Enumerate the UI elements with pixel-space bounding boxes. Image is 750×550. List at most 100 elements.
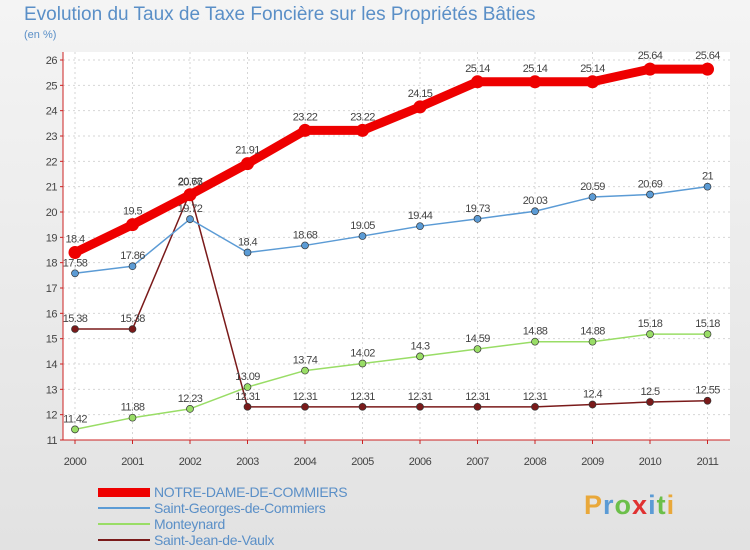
chart-title: Evolution du Taux de Taxe Foncière sur l…: [24, 4, 536, 25]
data-label: 19.05: [350, 220, 375, 232]
logo-letter: x: [632, 490, 649, 520]
data-point: [301, 366, 309, 375]
y-tick-label: 18: [46, 258, 58, 270]
x-tick-label: 2007: [466, 456, 489, 468]
data-label: 25.14: [465, 63, 490, 75]
legend-swatch: [98, 523, 150, 525]
data-label: 23.22: [293, 111, 318, 123]
legend-label: Saint-Jean-de-Vaulx: [154, 532, 275, 548]
data-point: [71, 269, 79, 278]
y-tick-label: 21: [46, 182, 58, 194]
data-point: [643, 62, 657, 76]
series-line-notre-dame-de-commiers: [70, 64, 712, 258]
data-point: [186, 404, 194, 413]
y-tick-label: 20: [46, 207, 58, 219]
data-point: [356, 123, 369, 137]
data-label: 25.64: [638, 50, 663, 62]
data-point: [416, 352, 424, 361]
y-tick-label: 22: [46, 156, 58, 168]
x-tick-label: 2002: [179, 456, 202, 468]
data-point: [701, 62, 714, 76]
x-tick-label: 2004: [294, 456, 317, 468]
data-point: [413, 100, 427, 114]
series-line-saint-jean-de-vaulx: [74, 191, 709, 408]
data-point: [471, 75, 484, 89]
legend-label: Saint-Georges-de-Commiers: [154, 500, 326, 516]
data-label: 21.91: [235, 145, 260, 157]
data-point: [126, 218, 139, 232]
data-label: 12.4: [583, 389, 602, 401]
data-label: 14.88: [523, 326, 548, 338]
data-point: [358, 232, 367, 240]
data-label: 14.02: [350, 347, 375, 359]
legend-swatch: [98, 539, 150, 541]
data-point: [416, 402, 424, 411]
data-label: 25.14: [523, 63, 548, 75]
y-tick-label: 24: [46, 106, 58, 118]
data-label: 20.68: [178, 176, 203, 188]
data-point: [416, 222, 424, 231]
data-point: [243, 248, 252, 257]
data-point: [358, 402, 367, 411]
data-point: [473, 345, 482, 353]
data-label: 24.15: [408, 88, 433, 100]
data-point: [531, 207, 539, 216]
y-tick-label: 15: [46, 334, 58, 346]
data-point: [703, 182, 712, 191]
data-label: 14.88: [580, 326, 605, 338]
x-tick-label: 2000: [64, 456, 87, 468]
data-label: 23.22: [350, 111, 375, 123]
data-point: [646, 398, 654, 406]
data-label: 18.4: [238, 237, 257, 249]
data-label: 12.31: [235, 391, 260, 403]
data-label: 17.86: [120, 250, 145, 262]
y-tick-label: 26: [46, 55, 58, 67]
data-point: [128, 262, 137, 271]
data-label: 14.3: [410, 340, 429, 352]
y-tick-label: 14: [46, 359, 58, 371]
data-label: 15.38: [63, 313, 88, 325]
proxiti-logo: Proxiti: [584, 490, 675, 521]
data-label: 11.42: [63, 413, 87, 425]
legend-swatch: [98, 487, 150, 497]
data-label: 19.73: [465, 203, 490, 215]
data-label: 20.77: [178, 176, 203, 188]
x-tick-label: 2003: [236, 456, 259, 468]
x-tick-label: 2008: [524, 456, 547, 468]
data-point: [183, 188, 197, 202]
data-point: [473, 214, 482, 223]
data-label: 15.18: [638, 318, 663, 330]
y-tick-label: 13: [46, 384, 58, 396]
data-point: [68, 246, 82, 260]
data-label: 12.31: [350, 391, 375, 403]
data-label: 25.64: [695, 50, 720, 62]
data-point: [243, 402, 252, 411]
data-point: [646, 330, 654, 338]
x-tick-label: 2010: [639, 456, 662, 468]
x-tick-label: 2006: [409, 456, 432, 468]
legend-swatch: [98, 507, 150, 509]
logo-letter: r: [603, 490, 615, 520]
logo-letter: o: [614, 490, 633, 520]
legend-label: Monteynard: [154, 516, 225, 532]
data-label: 25.14: [580, 63, 605, 75]
logo-letter: t: [656, 490, 667, 520]
data-point: [473, 402, 482, 411]
data-point: [703, 330, 712, 338]
data-label: 15.38: [120, 313, 145, 325]
data-point: [358, 359, 367, 368]
y-tick-label: 23: [46, 131, 58, 143]
logo-letter: i: [666, 490, 676, 520]
data-point: [71, 425, 79, 434]
unit-label: (en %): [24, 29, 57, 41]
data-label: 12.31: [408, 391, 433, 403]
data-label: 12.5: [640, 386, 659, 398]
data-label: 21: [702, 171, 714, 183]
data-label: 15.18: [695, 318, 720, 330]
data-label: 18.4: [65, 234, 84, 246]
data-label: 20.59: [580, 181, 605, 193]
x-tick-label: 2011: [697, 456, 719, 468]
y-tick-label: 17: [46, 283, 58, 295]
